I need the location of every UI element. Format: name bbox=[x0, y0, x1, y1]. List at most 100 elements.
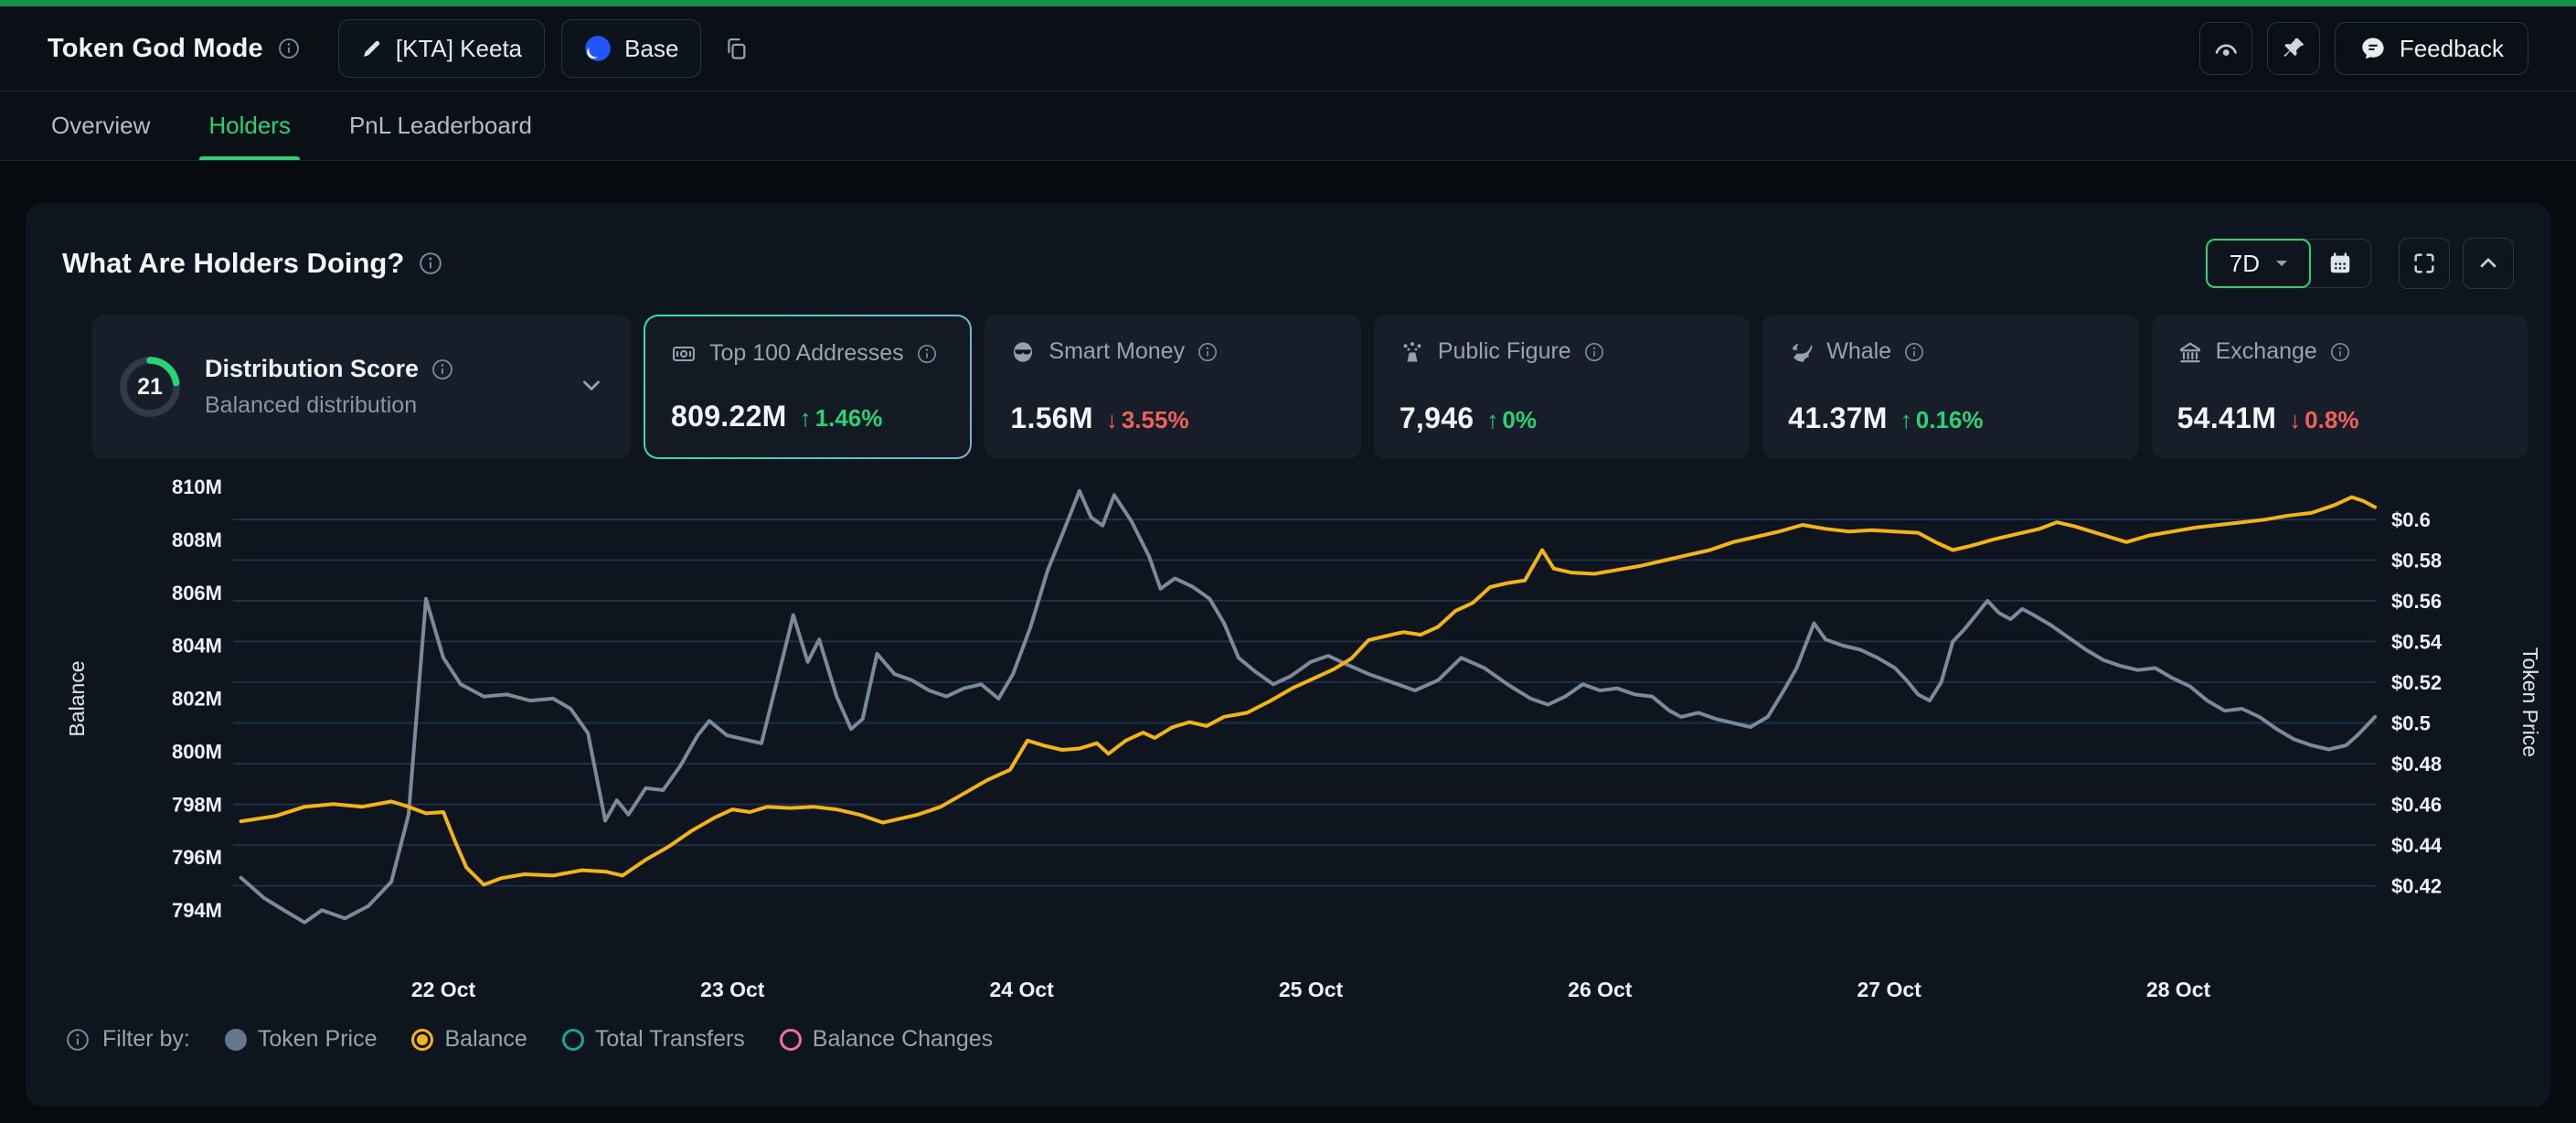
info-icon[interactable] bbox=[278, 37, 300, 59]
smart-money-card[interactable]: Smart Money 1.56M ↓ 3.55% bbox=[985, 315, 1361, 459]
svg-text:Balance: Balance bbox=[65, 660, 89, 736]
pin-button[interactable] bbox=[2266, 22, 2320, 75]
chevron-up-icon bbox=[2480, 258, 2496, 268]
stat-value: 54.41M bbox=[2177, 401, 2277, 434]
svg-text:$0.48: $0.48 bbox=[2391, 753, 2442, 775]
whale-card[interactable]: Whale 41.37M ↑ 0.16% bbox=[1762, 315, 2139, 459]
top100-addresses-card[interactable]: Top 100 Addresses 809.22M ↑ 1.46% bbox=[644, 315, 973, 459]
range-dropdown[interactable]: 7D bbox=[2205, 239, 2311, 288]
copy-icon[interactable] bbox=[723, 36, 749, 61]
expand-score-button[interactable] bbox=[578, 371, 605, 403]
stat-change: ↑ 1.46% bbox=[799, 404, 883, 432]
calendar-button[interactable] bbox=[2300, 239, 2371, 288]
svg-text:796M: 796M bbox=[172, 846, 222, 869]
public-figure-card[interactable]: Public Figure 7,946 ↑ 0% bbox=[1373, 315, 1751, 459]
smart-money-icon bbox=[1014, 341, 1033, 362]
info-icon[interactable] bbox=[2330, 342, 2350, 362]
chain-select-label: Base bbox=[624, 34, 679, 62]
feedback-button[interactable]: Feedback bbox=[2334, 22, 2528, 75]
distribution-score-card[interactable]: 21 Distribution Score Balanced distribut… bbox=[91, 315, 631, 459]
tab-bar: Overview Holders PnL Leaderboard bbox=[0, 91, 2576, 161]
svg-text:808M: 808M bbox=[172, 529, 222, 551]
stat-value: 7,946 bbox=[1399, 401, 1474, 434]
base-chain-icon bbox=[584, 35, 612, 62]
svg-text:23 Oct: 23 Oct bbox=[700, 978, 765, 1001]
legend-item-token-price[interactable]: Token Price bbox=[224, 1026, 377, 1053]
token-price-swatch bbox=[224, 1028, 247, 1051]
svg-text:26 Oct: 26 Oct bbox=[1568, 978, 1633, 1001]
stat-value: 809.22M bbox=[671, 400, 787, 433]
svg-text:$0.44: $0.44 bbox=[2391, 834, 2443, 857]
chain-select-button[interactable]: Base bbox=[561, 19, 702, 78]
collapse-panel-button[interactable] bbox=[2463, 238, 2514, 289]
feedback-icon bbox=[2359, 35, 2387, 62]
chart-legend: Filter by: Token Price Balance Total Tra… bbox=[26, 1026, 2550, 1053]
svg-text:798M: 798M bbox=[172, 793, 222, 816]
legend-item-balance[interactable]: Balance bbox=[411, 1026, 527, 1053]
svg-text:Token Price: Token Price bbox=[2518, 647, 2542, 757]
svg-text:22 Oct: 22 Oct bbox=[411, 978, 476, 1001]
svg-text:27 Oct: 27 Oct bbox=[1857, 978, 1922, 1001]
token-select-label: [KTA] Keeta bbox=[395, 34, 523, 62]
watch-icon bbox=[2215, 44, 2237, 56]
balance-swatch bbox=[411, 1028, 434, 1051]
banknote-icon bbox=[672, 346, 696, 361]
stat-change: ↓ 0.8% bbox=[2289, 406, 2359, 433]
fullscreen-button[interactable] bbox=[2399, 238, 2450, 289]
info-icon[interactable] bbox=[419, 251, 442, 275]
info-icon[interactable] bbox=[917, 344, 937, 364]
legend-item-balance-changes[interactable]: Balance Changes bbox=[779, 1026, 993, 1053]
chevron-down-icon bbox=[583, 380, 600, 390]
legend-item-total-transfers[interactable]: Total Transfers bbox=[561, 1026, 745, 1053]
pin-icon bbox=[2283, 37, 2305, 57]
distribution-score-gauge: 21 bbox=[117, 354, 183, 420]
panel-title: What Are Holders Doing? bbox=[62, 247, 405, 279]
tab-pnl-leaderboard[interactable]: PnL Leaderboard bbox=[348, 112, 532, 139]
stat-change: ↑ 0.16% bbox=[1900, 406, 1984, 433]
svg-text:$0.5: $0.5 bbox=[2391, 712, 2431, 735]
svg-text:25 Oct: 25 Oct bbox=[1279, 978, 1344, 1001]
svg-text:794M: 794M bbox=[172, 899, 222, 922]
date-range-group: 7D bbox=[2205, 239, 2371, 288]
stat-value: 1.56M bbox=[1010, 401, 1093, 434]
svg-text:806M: 806M bbox=[172, 582, 222, 604]
svg-text:$0.6: $0.6 bbox=[2391, 508, 2431, 531]
svg-text:810M: 810M bbox=[172, 476, 222, 498]
main-content: What Are Holders Doing? 7D bbox=[0, 161, 2576, 1107]
stat-label: Whale bbox=[1826, 338, 1892, 364]
svg-text:$0.58: $0.58 bbox=[2391, 550, 2442, 572]
app-header: Token God Mode [KTA] Keeta Base bbox=[0, 6, 2576, 91]
distribution-score-label: Distribution Score bbox=[205, 355, 420, 382]
holder-category-cards: 21 Distribution Score Balanced distribut… bbox=[26, 315, 2550, 459]
svg-text:802M: 802M bbox=[172, 688, 222, 711]
info-icon[interactable] bbox=[431, 358, 453, 380]
exchange-icon bbox=[2179, 342, 2200, 362]
page-title: Token God Mode bbox=[48, 33, 263, 63]
svg-text:$0.46: $0.46 bbox=[2391, 794, 2442, 817]
info-icon[interactable] bbox=[1584, 342, 1604, 362]
chart-canvas: 810M 808M 806M 804M 802M 800M 798M 796M 794M $0.6… bbox=[65, 476, 2542, 1001]
stat-label: Smart Money bbox=[1048, 338, 1186, 364]
tab-overview[interactable]: Overview bbox=[51, 112, 151, 139]
info-icon[interactable] bbox=[66, 1028, 90, 1052]
watch-button[interactable] bbox=[2198, 22, 2252, 75]
token-select-button[interactable]: [KTA] Keeta bbox=[337, 19, 546, 78]
top-accent-strip bbox=[0, 0, 2576, 6]
svg-text:$0.54: $0.54 bbox=[2391, 631, 2443, 654]
svg-text:24 Oct: 24 Oct bbox=[990, 978, 1055, 1001]
distribution-score-value: 21 bbox=[137, 373, 163, 400]
stat-label: Top 100 Addresses bbox=[709, 340, 904, 366]
svg-text:28 Oct: 28 Oct bbox=[2146, 978, 2211, 1001]
stat-value: 41.37M bbox=[1788, 401, 1888, 434]
holders-chart[interactable]: 810M 808M 806M 804M 802M 800M 798M 796M 794M $0.6… bbox=[26, 468, 2550, 1024]
stat-label: Public Figure bbox=[1437, 338, 1571, 364]
info-icon[interactable] bbox=[1904, 342, 1924, 362]
info-icon[interactable] bbox=[1198, 342, 1218, 362]
legend-prefix: Filter by: bbox=[102, 1026, 190, 1052]
tab-holders[interactable]: Holders bbox=[199, 91, 300, 160]
svg-text:$0.52: $0.52 bbox=[2391, 671, 2442, 694]
exchange-card[interactable]: Exchange 54.41M ↓ 0.8% bbox=[2151, 315, 2528, 459]
distribution-score-subtitle: Balanced distribution bbox=[205, 392, 418, 418]
pencil-icon bbox=[361, 37, 383, 59]
calendar-icon bbox=[2330, 252, 2349, 273]
